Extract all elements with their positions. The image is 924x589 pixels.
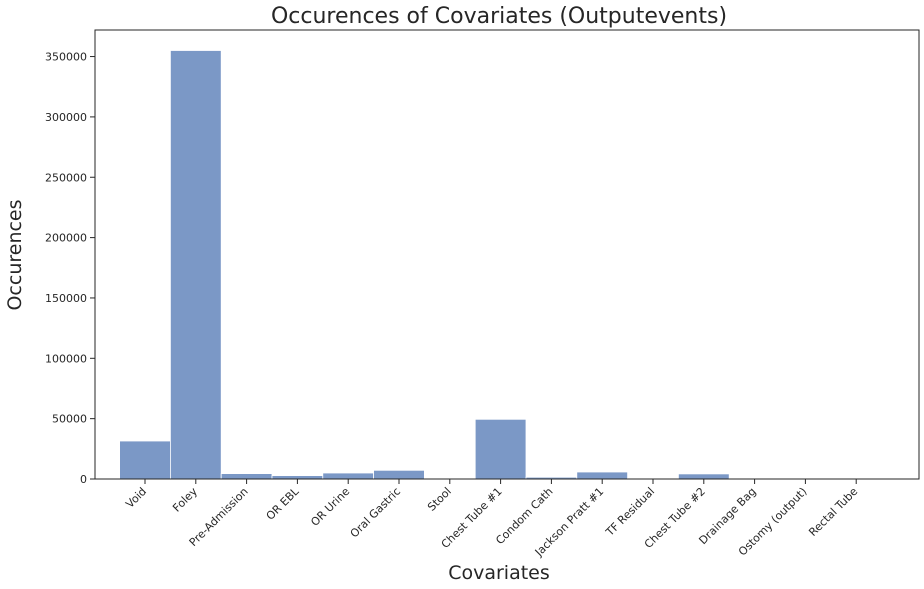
bar-4 xyxy=(322,472,374,480)
y-tick-label: 100000 xyxy=(45,352,87,365)
x-tick-label: Rectal Tube xyxy=(806,485,860,539)
x-tick-label: OR EBL xyxy=(264,484,302,522)
y-tick-label: 0 xyxy=(80,473,87,486)
y-tick-label: 300000 xyxy=(45,111,87,124)
y-tick-label: 150000 xyxy=(45,292,87,305)
bar-1 xyxy=(169,50,222,480)
y-axis-ticks: 0 50000 100000 150000 200000 250000 300000 3500… xyxy=(45,51,95,486)
x-tick-label: OR Urine xyxy=(308,485,352,529)
x-tick-label: Void xyxy=(123,485,149,511)
bar-11 xyxy=(678,473,730,480)
x-tick-label: TF Residual xyxy=(603,485,657,539)
bar-7 xyxy=(474,418,527,480)
bar-3 xyxy=(271,475,324,480)
bar-5 xyxy=(373,469,425,480)
x-tick-label: Oral Gastric xyxy=(348,485,403,540)
x-tick-label: Foley xyxy=(170,485,200,515)
y-tick-label: 50000 xyxy=(52,413,87,426)
y-tick-label: 200000 xyxy=(45,232,87,245)
bars-group xyxy=(119,50,882,480)
chart-title: Occurences of Covariates (Outputevents) xyxy=(271,4,727,29)
plot-frame xyxy=(94,29,920,480)
bar-9 xyxy=(576,471,628,480)
y-tick-label: 250000 xyxy=(45,171,87,184)
x-tick-label: Stool xyxy=(425,485,454,514)
y-tick-label: 350000 xyxy=(45,51,87,64)
bar-0 xyxy=(119,440,171,480)
bar-2 xyxy=(220,473,273,480)
y-axis-title: Occurences xyxy=(4,199,26,310)
x-axis-title: Covariates xyxy=(448,562,550,584)
